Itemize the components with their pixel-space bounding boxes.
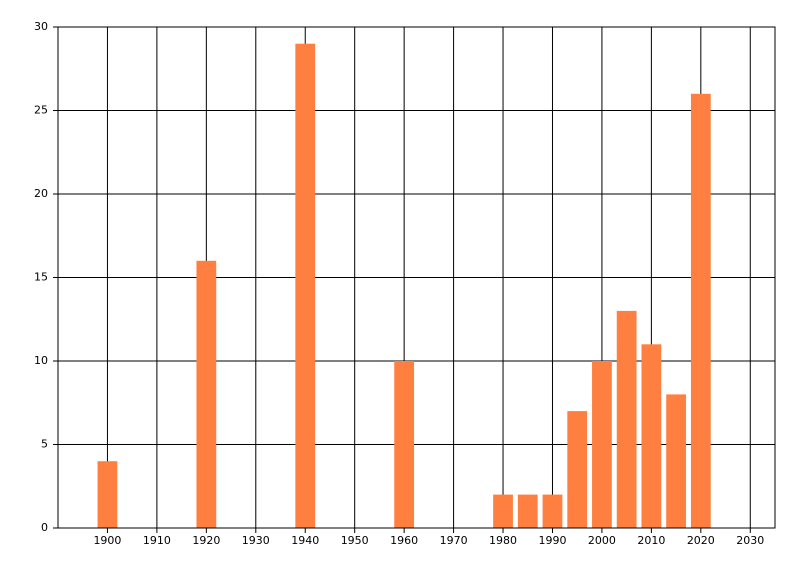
bar <box>97 461 118 528</box>
y-tick-label: 5 <box>41 438 48 451</box>
y-tick-label: 20 <box>34 187 48 200</box>
x-tick-label: 2000 <box>588 534 616 547</box>
x-tick-label: 1900 <box>93 534 121 547</box>
x-tick-label: 1940 <box>291 534 319 547</box>
x-tick-label: 1970 <box>440 534 468 547</box>
y-tick-label: 30 <box>34 20 48 33</box>
bar <box>641 344 662 528</box>
y-tick-label: 25 <box>34 104 48 117</box>
x-tick-label: 1980 <box>489 534 517 547</box>
bar <box>196 260 217 528</box>
bar <box>517 494 538 528</box>
bar <box>394 361 415 528</box>
y-tick-label: 15 <box>34 271 48 284</box>
x-tick-label: 1990 <box>538 534 566 547</box>
bar <box>690 93 711 529</box>
y-tick-label: 0 <box>41 521 48 534</box>
x-tick-label: 2010 <box>637 534 665 547</box>
x-tick-label: 1910 <box>143 534 171 547</box>
x-tick-label: 1930 <box>242 534 270 547</box>
bar <box>493 494 513 528</box>
bar <box>666 394 686 528</box>
bar <box>295 43 316 528</box>
bar <box>542 494 563 528</box>
x-tick-label: 1950 <box>341 534 369 547</box>
y-tick-label: 10 <box>34 354 48 367</box>
x-tick-label: 2020 <box>687 534 715 547</box>
x-tick-label: 2030 <box>736 534 764 547</box>
bar <box>616 310 637 528</box>
bar <box>567 411 588 528</box>
bar <box>592 361 612 528</box>
x-tick-label: 1960 <box>390 534 418 547</box>
x-tick-label: 1920 <box>192 534 220 547</box>
